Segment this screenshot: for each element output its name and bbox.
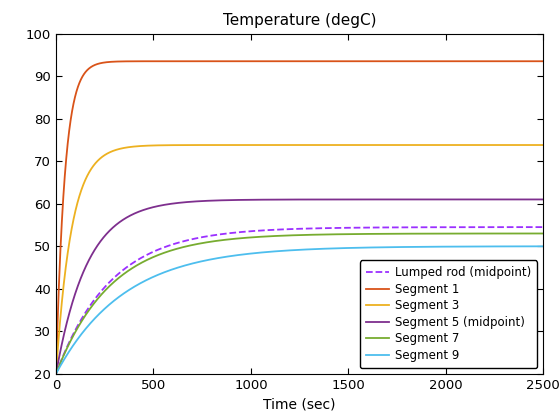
- Segment 1: [141, 59, 148, 64]
- Segment 9: [453, 244, 460, 249]
- Lumped rod (midpoint): [416, 225, 423, 230]
- Line: Segment 3: Segment 3: [56, 145, 543, 374]
- Segment 3: [370, 142, 376, 147]
- Line: Segment 5 (midpoint): Segment 5 (midpoint): [56, 200, 543, 374]
- Lumped rod (midpoint): [141, 254, 148, 259]
- Segment 9: [239, 252, 245, 257]
- Line: Segment 1: Segment 1: [56, 61, 543, 374]
- Segment 7: [239, 236, 245, 241]
- Segment 1: [370, 59, 376, 64]
- Segment 1: [53, 371, 59, 376]
- Segment 1: [376, 59, 383, 64]
- Lumped rod (midpoint): [453, 225, 460, 230]
- Segment 7: [453, 231, 460, 236]
- Segment 5 (midpoint): [53, 371, 59, 376]
- Segment 9: [53, 371, 59, 376]
- Lumped rod (midpoint): [540, 225, 547, 230]
- Segment 3: [53, 371, 59, 376]
- Lumped rod (midpoint): [53, 371, 59, 376]
- Line: Segment 7: Segment 7: [56, 234, 543, 374]
- Lumped rod (midpoint): [370, 225, 376, 230]
- Line: Segment 9: Segment 9: [56, 246, 543, 374]
- Segment 9: [345, 245, 352, 250]
- Segment 9: [141, 278, 148, 284]
- Segment 7: [540, 231, 547, 236]
- Segment 3: [141, 143, 148, 148]
- Segment 1: [540, 59, 547, 64]
- Segment 1: [416, 59, 423, 64]
- Segment 1: [239, 59, 245, 64]
- Segment 9: [370, 245, 376, 250]
- Segment 7: [141, 259, 148, 264]
- Segment 9: [540, 244, 547, 249]
- Segment 7: [345, 231, 352, 236]
- Segment 3: [239, 142, 245, 147]
- Segment 5 (midpoint): [540, 197, 547, 202]
- Segment 5 (midpoint): [239, 197, 245, 202]
- Segment 3: [416, 142, 423, 147]
- Lumped rod (midpoint): [345, 225, 352, 230]
- X-axis label: Time (sec): Time (sec): [263, 397, 336, 411]
- Segment 3: [345, 142, 352, 147]
- Segment 9: [416, 244, 423, 249]
- Segment 5 (midpoint): [141, 207, 148, 212]
- Title: Temperature (degC): Temperature (degC): [223, 13, 376, 28]
- Segment 1: [345, 59, 352, 64]
- Segment 5 (midpoint): [370, 197, 376, 202]
- Segment 3: [540, 142, 547, 147]
- Segment 7: [416, 231, 423, 236]
- Segment 1: [453, 59, 460, 64]
- Segment 5 (midpoint): [345, 197, 352, 202]
- Segment 7: [53, 371, 59, 376]
- Segment 5 (midpoint): [416, 197, 423, 202]
- Segment 7: [370, 231, 376, 236]
- Lumped rod (midpoint): [239, 229, 245, 234]
- Legend: Lumped rod (midpoint), Segment 1, Segment 3, Segment 5 (midpoint), Segment 7, Se: Lumped rod (midpoint), Segment 1, Segmen…: [360, 260, 537, 368]
- Line: Lumped rod (midpoint): Lumped rod (midpoint): [56, 227, 543, 374]
- Segment 5 (midpoint): [453, 197, 460, 202]
- Segment 3: [453, 142, 460, 147]
